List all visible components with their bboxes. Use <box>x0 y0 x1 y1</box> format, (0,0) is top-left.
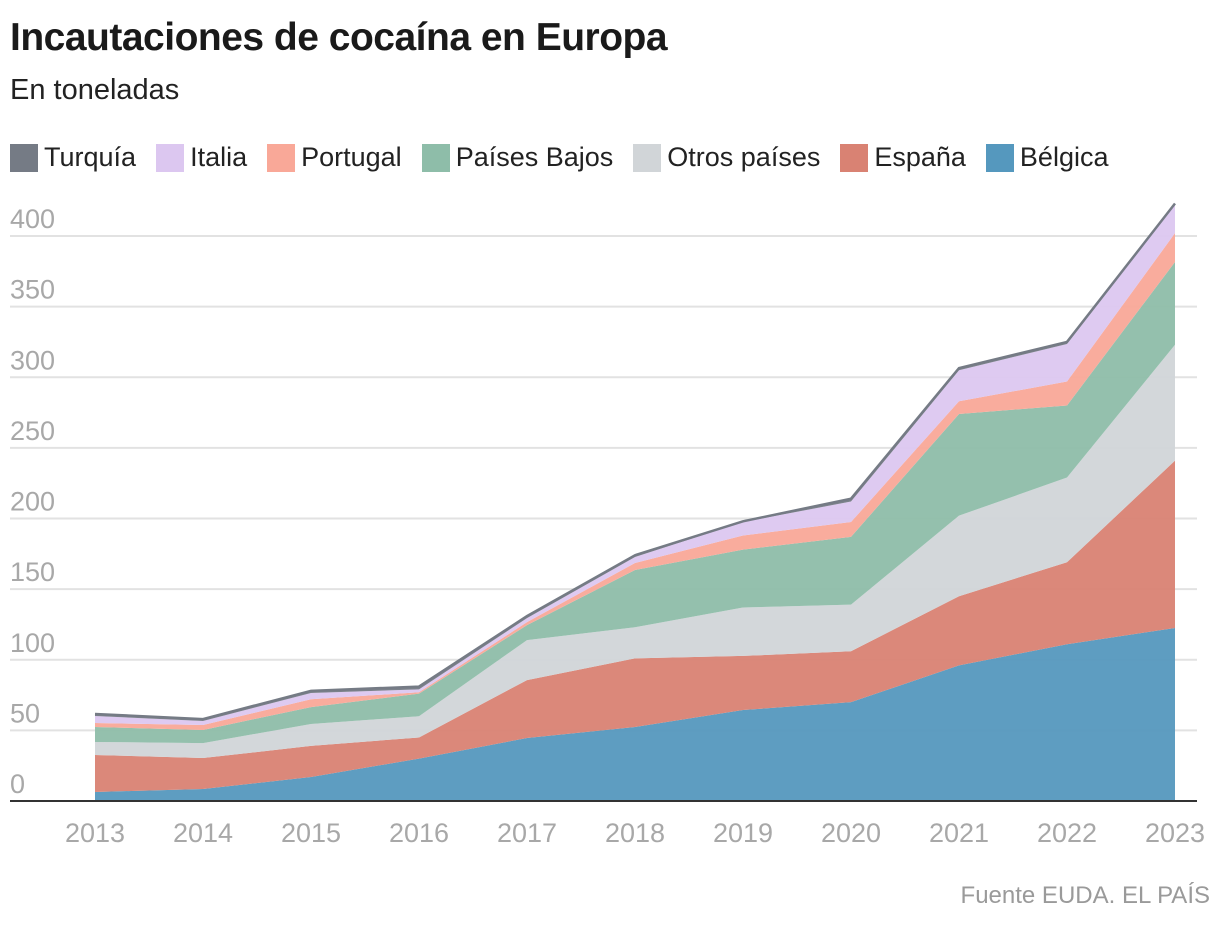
y-tick-label: 100 <box>10 628 55 658</box>
legend-label: Países Bajos <box>455 142 614 172</box>
legend-swatch <box>985 143 1014 172</box>
legend-swatch <box>840 143 869 172</box>
area-otros-países <box>95 344 1175 759</box>
x-tick-label: 2021 <box>929 818 989 848</box>
legend-item: Otros países <box>633 142 820 173</box>
legend-item: Países Bajos <box>421 142 614 173</box>
x-tick-label: 2019 <box>713 818 773 848</box>
legend-swatch <box>421 143 450 172</box>
legend-label: Turquía <box>44 142 137 172</box>
legend-swatch <box>10 143 38 172</box>
y-tick-label: 200 <box>10 487 55 517</box>
legend-item: España <box>840 142 966 173</box>
legend-item: Turquía <box>10 142 136 173</box>
legend-label: Italia <box>190 142 248 172</box>
area-bélgica <box>95 627 1175 801</box>
legend-swatch <box>267 143 296 172</box>
x-tick-label: 2016 <box>389 818 449 848</box>
y-tick-label: 50 <box>10 698 40 728</box>
x-tick-label: 2013 <box>65 818 125 848</box>
x-tick-label: 2022 <box>1037 818 1097 848</box>
x-tick-label: 2014 <box>173 818 233 848</box>
y-tick-label: 0 <box>10 769 25 799</box>
legend-swatch <box>156 143 185 172</box>
area-países-bajos <box>95 261 1175 744</box>
line-turquia <box>94 202 1176 721</box>
legend-swatch <box>633 143 662 172</box>
chart-subtitle: En toneladas <box>10 74 180 106</box>
x-tick-label: 2015 <box>281 818 341 848</box>
x-tick-label: 2023 <box>1145 818 1205 848</box>
legend-item: Bélgica <box>985 142 1109 173</box>
chart-title: Incautaciones de cocaína en Europa <box>10 16 668 59</box>
y-tick-label: 250 <box>10 416 55 446</box>
legend-item: Italia <box>156 142 247 173</box>
y-tick-label: 300 <box>10 345 55 375</box>
legend-label: Bélgica <box>1019 142 1109 172</box>
legend-label: Otros países <box>667 142 821 172</box>
source-note: Fuente EUDA. EL PAÍS <box>960 882 1210 909</box>
x-tick-label: 2018 <box>605 818 665 848</box>
y-tick-label: 150 <box>10 557 55 587</box>
area-españa <box>95 460 1175 792</box>
y-tick-label: 400 <box>10 204 55 234</box>
legend-item: Portugal <box>267 142 402 173</box>
legend-label: Portugal <box>301 142 402 172</box>
legend-label: España <box>874 142 966 172</box>
x-tick-label: 2017 <box>497 818 557 848</box>
legend: Turquía Italia Portugal Países Bajos Otros p… <box>10 142 1108 173</box>
y-tick-label: 350 <box>10 275 55 305</box>
x-tick-label: 2020 <box>821 818 881 848</box>
